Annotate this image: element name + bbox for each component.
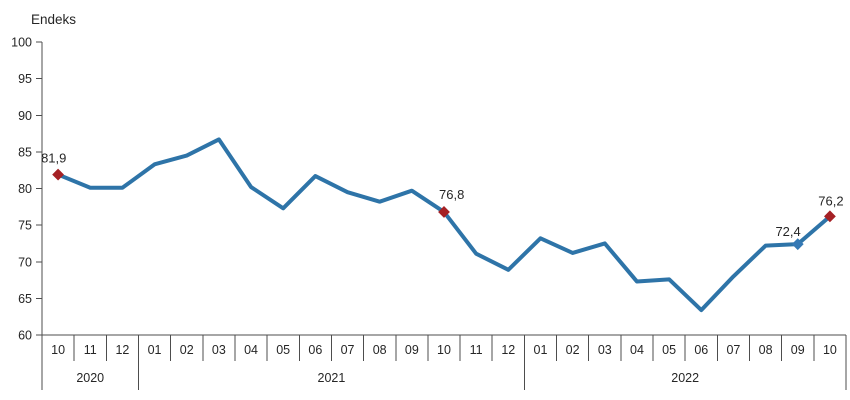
month-label: 11 [470,343,483,357]
chart-line [56,137,832,313]
data-point-label: 81,9 [41,151,66,166]
month-label: 05 [662,343,676,357]
year-label: 2022 [671,371,699,385]
month-label: 06 [308,343,322,357]
y-axis-title: Endeks [31,12,76,27]
y-tick-label: 60 [18,329,32,343]
month-label: 05 [276,343,290,357]
year-label: 2020 [76,371,104,385]
month-label: 02 [566,343,580,357]
month-label: 04 [244,343,258,357]
month-label: 11 [84,343,97,357]
month-label: 07 [341,343,355,357]
month-label: 09 [791,343,805,357]
month-label: 10 [437,343,451,357]
data-point-label: 76,2 [818,193,843,208]
data-marker-diamond [438,206,450,218]
y-tick-label: 80 [18,182,32,196]
month-label: 09 [405,343,419,357]
y-tick-label: 75 [18,219,32,233]
month-label: 07 [726,343,740,357]
data-marker-diamond [791,238,804,251]
data-point-label: 76,8 [439,187,464,202]
data-markers [52,168,836,251]
y-tick-label: 85 [18,145,32,159]
month-label: 01 [534,343,548,357]
y-tick-label: 95 [18,72,32,86]
y-tick-label: 70 [18,255,32,269]
y-tick-label: 90 [18,109,32,123]
year-label: 2021 [318,371,346,385]
x-axis: 10 11 12 01 02 03 04 05 06 07 08 09 10 11 12 01 02 03 04 05… [41,334,847,390]
month-label: 03 [212,343,226,357]
month-label: 04 [630,343,644,357]
y-axis: 100 95 90 85 80 75 70 65 60 [11,36,43,343]
month-label: 08 [373,343,387,357]
y-tick-label: 100 [11,36,32,50]
month-label: 10 [51,343,65,357]
month-label: 12 [115,343,129,357]
chart-line-group [56,137,832,313]
data-marker-diamond [52,168,64,181]
month-label: 03 [598,343,612,357]
month-label: 01 [148,343,162,357]
month-label: 08 [759,343,773,357]
data-point-labels: 81,9 76,8 72,4 76,2 [41,151,843,240]
data-point-label: 72,4 [775,224,800,239]
data-marker-diamond [824,210,836,223]
month-label: 10 [823,343,837,357]
month-label: 06 [694,343,708,357]
month-label: 02 [180,343,194,357]
y-tick-label: 65 [18,292,32,306]
month-label: 12 [501,343,515,357]
